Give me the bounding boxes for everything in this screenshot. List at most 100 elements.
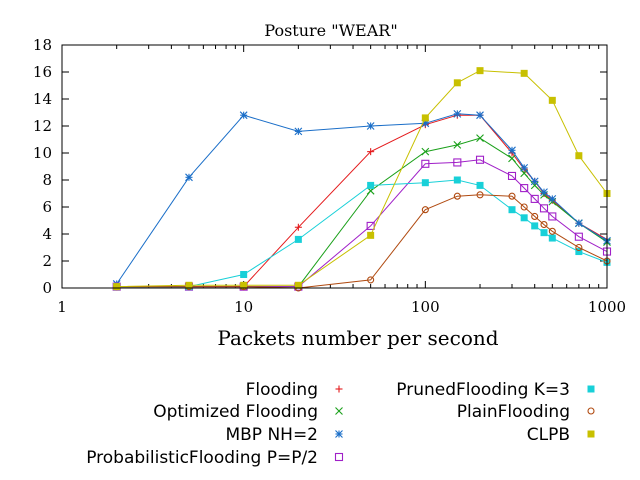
chart-title: Posture "WEAR" — [264, 21, 397, 40]
plot-frame — [61, 44, 608, 289]
data-point — [294, 127, 303, 136]
data-point — [421, 206, 429, 214]
legend-label: CLPB — [527, 425, 570, 445]
data-point — [520, 214, 528, 222]
series-layer — [112, 67, 612, 292]
legend-item: ProbabilisticFlooding P=P/2 — [86, 448, 344, 468]
series-line — [116, 113, 608, 285]
data-point — [476, 181, 484, 189]
legend-marker — [335, 385, 343, 393]
data-point — [531, 212, 539, 220]
series-flooding — [113, 111, 611, 291]
data-point — [453, 176, 461, 184]
legend-marker — [587, 430, 595, 438]
x-tick-label: 100 — [411, 298, 440, 316]
data-point — [520, 184, 529, 193]
legend-item: PlainFlooding — [457, 402, 595, 422]
data-point — [508, 146, 516, 155]
data-point — [366, 221, 375, 230]
y-tick-label: 6 — [42, 198, 52, 216]
x-tick-label: 1000 — [588, 298, 626, 316]
y-tick-label: 14 — [33, 90, 52, 108]
data-point — [520, 163, 529, 172]
series-line — [116, 114, 608, 288]
data-point — [453, 141, 462, 149]
axes: 0 2 4 6 8 10 12 14 16 18 1 10 100 1000 — [33, 36, 626, 316]
data-point — [575, 152, 583, 160]
legend-label: PlainFlooding — [457, 402, 570, 422]
data-point — [366, 122, 375, 130]
legend-item: Flooding — [246, 380, 343, 400]
data-point — [453, 79, 461, 87]
data-point — [508, 192, 516, 200]
series-line — [116, 194, 608, 289]
data-point — [575, 248, 583, 256]
legend-label: Flooding — [246, 380, 318, 400]
data-point — [453, 158, 462, 167]
data-point — [367, 181, 375, 189]
data-point — [367, 231, 375, 239]
legend-marker — [335, 430, 343, 438]
legend-label: PrunedFlooding K=3 — [396, 380, 570, 400]
y-tick-label: 12 — [33, 117, 52, 135]
y-tick-label: 16 — [33, 63, 52, 81]
data-point — [540, 221, 548, 229]
data-point — [239, 111, 248, 120]
data-point — [294, 281, 302, 289]
data-point — [520, 69, 528, 77]
data-point — [548, 212, 557, 221]
x-tick-label: 10 — [234, 298, 253, 316]
data-point — [574, 232, 583, 241]
y-tick-label: 18 — [33, 36, 52, 54]
data-point — [476, 134, 484, 143]
legend-item: MBP NH=2 — [225, 425, 343, 445]
data-point — [530, 177, 539, 186]
data-point — [367, 276, 375, 284]
y-tick-label: 10 — [33, 144, 52, 162]
data-point — [367, 148, 375, 156]
y-tick-label: 2 — [42, 252, 52, 270]
y-tick-label: 0 — [42, 279, 52, 297]
data-point — [240, 281, 248, 289]
data-point — [548, 227, 556, 235]
data-point — [548, 234, 556, 242]
series-prunedflooding-k-3 — [113, 176, 611, 291]
y-tick-label: 8 — [42, 171, 52, 189]
data-point — [508, 206, 516, 214]
data-point — [520, 203, 528, 211]
data-point — [453, 109, 462, 118]
series-line — [116, 70, 608, 288]
data-point — [421, 179, 429, 187]
data-point — [475, 155, 485, 164]
data-point — [531, 222, 539, 230]
series-optimized-flooding — [112, 134, 611, 291]
legend-marker — [587, 407, 595, 415]
data-point — [575, 243, 583, 252]
data-point — [476, 191, 484, 199]
data-point — [548, 195, 557, 203]
data-point — [574, 219, 583, 228]
data-point — [185, 173, 193, 182]
data-point — [294, 223, 302, 231]
legend-item: Optimized Flooding — [153, 402, 343, 422]
series-mbp-nh-2 — [112, 109, 611, 288]
legend-item: PrunedFlooding K=3 — [396, 380, 595, 400]
data-point — [539, 204, 549, 213]
legend-label: ProbabilisticFlooding P=P/2 — [86, 448, 318, 468]
legend-marker — [335, 407, 343, 415]
data-point — [540, 188, 548, 197]
data-point — [508, 154, 516, 163]
data-point — [240, 271, 248, 278]
legend-item: CLPB — [527, 425, 595, 445]
data-point — [453, 192, 461, 200]
data-point — [476, 67, 484, 75]
data-point — [548, 96, 556, 104]
data-point — [530, 194, 539, 203]
data-point — [294, 235, 302, 243]
data-point — [476, 111, 484, 120]
data-point — [113, 283, 121, 291]
legend-label: Optimized Flooding — [153, 402, 318, 422]
legend-marker — [587, 385, 595, 393]
